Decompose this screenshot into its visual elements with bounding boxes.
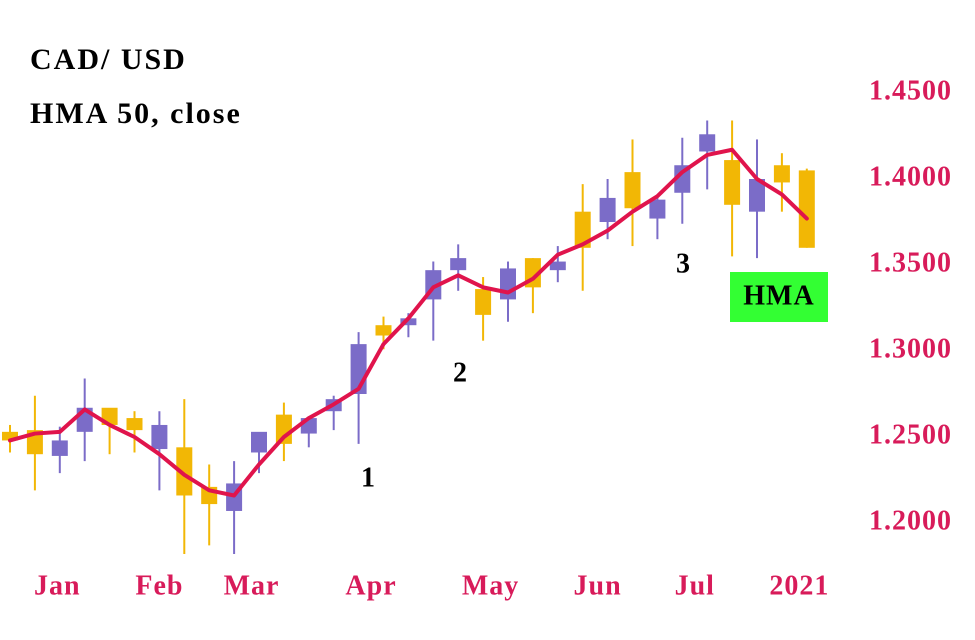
y-tick-label: 1.2000 bbox=[869, 505, 952, 536]
y-tick-label: 1.4500 bbox=[869, 75, 952, 106]
candle-body bbox=[674, 165, 691, 193]
candle-body bbox=[500, 268, 516, 300]
candle-body bbox=[251, 431, 267, 453]
candle-body bbox=[599, 197, 616, 222]
x-tick-label: May bbox=[462, 570, 519, 601]
candle-body bbox=[749, 179, 765, 212]
candle-body bbox=[773, 165, 790, 183]
x-tick-label: Jul bbox=[675, 570, 715, 601]
candle-body bbox=[574, 211, 591, 248]
x-tick-label: Jan bbox=[34, 570, 81, 601]
candle-body bbox=[375, 325, 392, 336]
candle-body bbox=[400, 318, 417, 326]
candle-body bbox=[549, 261, 566, 271]
chart-subtitle: HMA 50, close bbox=[30, 97, 242, 130]
x-tick-label: Apr bbox=[345, 570, 396, 601]
annotation: 2 bbox=[453, 357, 467, 388]
y-tick-label: 1.3000 bbox=[869, 333, 952, 364]
candle-body bbox=[624, 172, 641, 209]
candle-body bbox=[699, 134, 716, 152]
x-tick-label: Mar bbox=[224, 570, 280, 601]
hma-line bbox=[8, 147, 809, 498]
candle-body bbox=[450, 258, 467, 271]
legend-box bbox=[730, 272, 828, 322]
legend-label: HMA bbox=[743, 280, 814, 311]
candle-body bbox=[649, 199, 666, 219]
candle-body bbox=[176, 447, 193, 496]
candle-body bbox=[724, 160, 741, 205]
annotation: 1 bbox=[361, 462, 375, 493]
candle-body bbox=[275, 414, 292, 444]
candle-body bbox=[798, 170, 815, 248]
y-tick-label: 1.2500 bbox=[869, 419, 952, 450]
y-tick-label: 1.4000 bbox=[869, 161, 952, 192]
x-tick-label: Jun bbox=[574, 570, 622, 601]
candle-body bbox=[126, 418, 143, 431]
x-tick-label: 2021 bbox=[769, 570, 829, 601]
candle-body bbox=[475, 289, 492, 315]
candle-body bbox=[2, 431, 18, 441]
candle-body bbox=[51, 440, 68, 456]
chart-title: CAD/ USD bbox=[30, 43, 187, 76]
y-tick-label: 1.3500 bbox=[869, 247, 952, 278]
annotation: 3 bbox=[676, 248, 690, 279]
x-tick-label: Feb bbox=[135, 570, 183, 601]
candle-body bbox=[151, 424, 168, 450]
